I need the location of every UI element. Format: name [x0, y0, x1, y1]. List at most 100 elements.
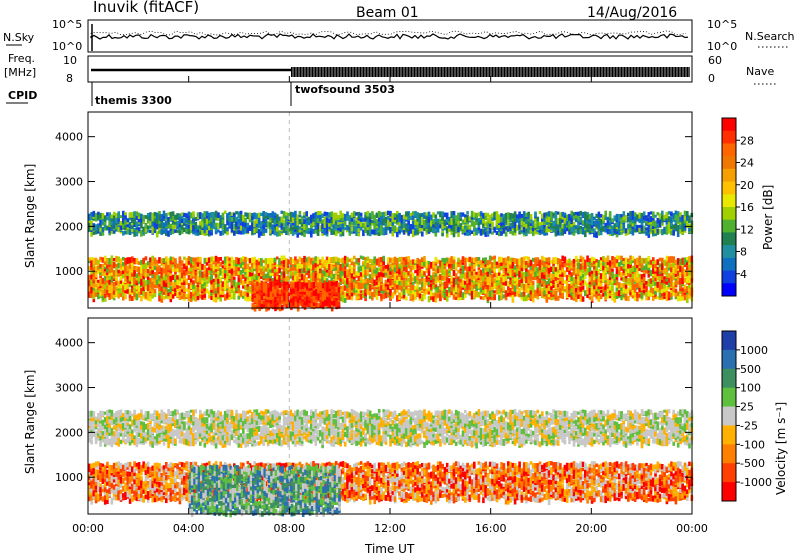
heatmap-cell	[489, 215, 492, 221]
heatmap-cell	[448, 258, 451, 264]
heatmap-cell	[217, 264, 220, 270]
heatmap-cell	[385, 280, 388, 285]
heatmap-cell	[326, 263, 329, 269]
heatmap-cell	[396, 284, 399, 289]
heatmap-cell	[527, 257, 530, 262]
heatmap-cell	[657, 218, 660, 224]
heatmap-cell	[385, 217, 388, 223]
heatmap-cell	[292, 272, 295, 276]
heatmap-cell	[373, 280, 376, 286]
heatmap-cell	[253, 274, 256, 280]
heatmap-cell	[455, 285, 458, 292]
heatmap-cell	[473, 258, 476, 264]
heatmap-cell	[111, 287, 114, 293]
date-title: 14/Aug/2016	[587, 5, 677, 21]
heatmap-cell	[204, 258, 207, 263]
heatmap-cell	[625, 228, 628, 233]
nsky-label: N.Sky	[3, 31, 35, 44]
heatmap-cell	[267, 258, 270, 264]
heatmap-cell	[199, 257, 202, 262]
heatmap-cell	[419, 213, 422, 218]
heatmap-cell	[328, 257, 331, 264]
heatmap-cell	[403, 221, 406, 228]
heatmap-cell	[147, 225, 150, 229]
heatmap-cell	[299, 226, 302, 229]
heatmap-cell	[378, 257, 381, 260]
heatmap-cell	[514, 258, 517, 264]
heatmap-cell	[242, 280, 245, 285]
heatmap-cell	[645, 227, 648, 231]
heatmap-cell	[423, 256, 426, 262]
heatmap-cell	[294, 276, 297, 281]
heatmap-cell	[675, 214, 678, 220]
heatmap-cell	[183, 213, 186, 217]
heatmap-cell	[428, 212, 431, 218]
heatmap-cell	[475, 285, 478, 291]
heatmap-cell	[430, 262, 433, 268]
heatmap-cell	[566, 215, 569, 221]
heatmap-cell	[480, 270, 483, 276]
heatmap-cell	[262, 260, 265, 263]
heatmap-cell	[147, 230, 150, 233]
heatmap-cell	[249, 272, 252, 277]
heatmap-cell	[367, 211, 370, 217]
heatmap-cell	[586, 212, 589, 215]
heatmap-cell	[127, 218, 130, 222]
heatmap-cell	[416, 269, 419, 276]
heatmap-cell	[185, 279, 188, 286]
heatmap-cell	[482, 213, 485, 219]
heatmap-cell	[534, 257, 537, 262]
heatmap-cell	[573, 222, 576, 226]
heatmap-cell	[140, 260, 143, 265]
heatmap-cell	[262, 211, 265, 217]
heatmap-cell	[559, 212, 562, 218]
heatmap-cell	[389, 275, 392, 279]
heatmap-cell	[117, 262, 120, 268]
heatmap-cell	[172, 275, 175, 281]
heatmap-cell	[419, 287, 422, 291]
heatmap-cell	[197, 212, 200, 217]
heatmap-cell	[360, 272, 363, 276]
heatmap-cell	[500, 213, 503, 217]
heatmap-cell	[385, 272, 388, 276]
heatmap-cell	[441, 286, 444, 291]
heatmap-cell	[546, 212, 549, 216]
heatmap-cell	[260, 221, 263, 228]
heatmap-cell	[518, 294, 521, 298]
heatmap-cell	[124, 258, 127, 265]
heatmap-cell	[140, 296, 143, 301]
heatmap-cell	[204, 227, 207, 233]
heatmap-cell	[163, 258, 166, 263]
heatmap-cell	[496, 262, 499, 265]
heatmap-cell	[117, 227, 120, 233]
heatmap-cell	[326, 260, 329, 263]
heatmap-cell	[183, 285, 186, 291]
heatmap-cell	[319, 215, 322, 222]
heatmap-cell	[190, 257, 193, 263]
heatmap-cell	[489, 279, 492, 285]
heatmap-cell	[392, 213, 395, 219]
heatmap-cell	[172, 225, 175, 229]
heatmap-cell	[503, 294, 506, 298]
heatmap-cell	[179, 266, 182, 272]
heatmap-cell	[131, 296, 134, 301]
heatmap-cell	[360, 256, 363, 260]
nave-label: Nave	[746, 65, 774, 78]
heatmap-cell	[235, 221, 238, 226]
heatmap-cell	[242, 291, 245, 296]
heatmap-cell	[292, 259, 295, 264]
heatmap-cell	[219, 257, 222, 261]
heatmap-cell	[274, 230, 277, 236]
heatmap-cell	[629, 211, 632, 217]
heatmap-cell	[457, 213, 460, 218]
heatmap-cell	[539, 222, 542, 226]
heatmap-cell	[367, 230, 370, 236]
heatmap-cell	[165, 213, 168, 219]
heatmap-cell	[650, 216, 653, 222]
heatmap-cell	[403, 280, 406, 286]
heatmap-cell	[616, 214, 619, 221]
heatmap-cell	[262, 266, 265, 272]
heatmap-cell	[412, 231, 415, 238]
heatmap-cell	[396, 227, 399, 232]
heatmap-cell	[172, 211, 175, 216]
